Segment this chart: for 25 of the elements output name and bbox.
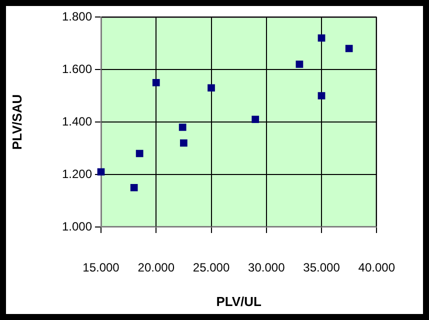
x-tick-label: 35.000 bbox=[303, 260, 340, 275]
y-axis-title: PLV/SAU bbox=[9, 94, 24, 150]
point bbox=[318, 92, 326, 100]
y-tick-label: 1.200 bbox=[62, 166, 92, 181]
point bbox=[296, 60, 304, 68]
x-tick-label: 25.000 bbox=[192, 260, 230, 275]
y-tick-label: 1.600 bbox=[62, 62, 92, 76]
point bbox=[208, 84, 215, 92]
x-axis-title: PLV/UL bbox=[216, 294, 262, 309]
point bbox=[97, 168, 105, 176]
x-tick-label: 40.000 bbox=[358, 260, 396, 275]
point bbox=[318, 34, 326, 42]
point bbox=[345, 44, 353, 52]
x-tick-label: 30.000 bbox=[248, 260, 286, 275]
point bbox=[130, 184, 138, 192]
x-tick-label: 15.000 bbox=[82, 260, 120, 275]
point bbox=[178, 124, 186, 131]
point bbox=[152, 78, 160, 86]
y-tick-label: 1.400 bbox=[62, 114, 92, 128]
point bbox=[136, 150, 144, 158]
y-tick-label: 1.000 bbox=[62, 219, 92, 234]
point bbox=[180, 139, 188, 147]
y-tick-label: 1.800 bbox=[62, 9, 92, 24]
point bbox=[252, 116, 260, 124]
x-tick-label: 20.000 bbox=[138, 260, 175, 275]
